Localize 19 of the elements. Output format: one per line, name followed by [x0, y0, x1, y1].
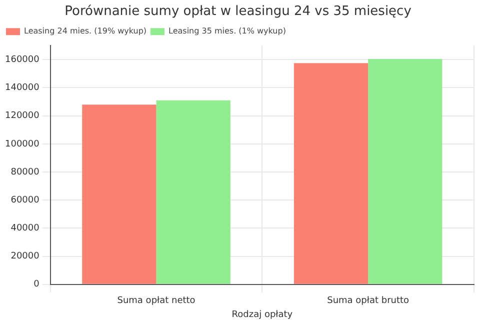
y-tick-label: 60000 — [10, 195, 40, 206]
bar — [82, 104, 156, 284]
y-tick-label: 80000 — [10, 167, 40, 178]
x-tick-label: Suma opłat netto — [117, 296, 196, 306]
y-tick-label: 20000 — [10, 252, 40, 262]
legend-label: Leasing 24 mies. (19% wykup) — [24, 26, 147, 36]
bar — [368, 58, 442, 284]
bar — [156, 100, 230, 284]
legend-label: Leasing 35 mies. (1% wykup) — [168, 26, 286, 36]
bar — [294, 63, 368, 284]
y-tick-label: 140000 — [4, 83, 40, 94]
y-tick-label: 40000 — [10, 224, 40, 234]
x-tick-label: Suma opłat brutto — [327, 296, 410, 306]
x-axis-title: Rodzaj opłaty — [232, 310, 294, 320]
chart-title: Porównanie sumy opłat w leasingu 24 vs 35 miesięcy — [64, 4, 412, 20]
y-tick-label: 100000 — [4, 139, 40, 150]
y-tick-label: 0 — [34, 280, 40, 290]
y-tick-label: 160000 — [4, 54, 40, 65]
y-tick-label: 120000 — [4, 111, 40, 122]
